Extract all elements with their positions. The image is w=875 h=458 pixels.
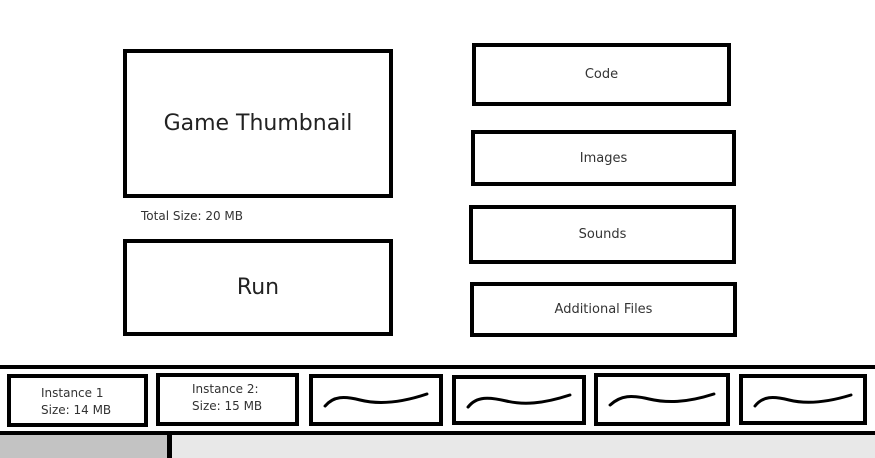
sounds-button-label: Sounds <box>578 227 627 242</box>
instance-size: Size: 14 MB <box>41 403 112 417</box>
instance-card-5[interactable] <box>594 373 730 426</box>
additional-files-button[interactable]: Additional Files <box>470 282 737 337</box>
total-size-label: Total Size: 20 MB <box>141 209 243 223</box>
run-button-label: Run <box>236 275 280 300</box>
squiggle-icon <box>323 392 429 408</box>
instance-name: Instance 2: <box>192 382 259 396</box>
instance-size: Size: 15 MB <box>192 399 263 413</box>
code-button-label: Code <box>584 67 619 82</box>
bottom-bar <box>0 435 875 458</box>
images-button[interactable]: Images <box>471 130 736 186</box>
bottom-tab-divider <box>167 435 172 458</box>
instance-card-2[interactable]: Instance 2: Size: 15 MB <box>156 373 299 426</box>
code-button[interactable]: Code <box>472 43 731 106</box>
instance-card-4[interactable] <box>452 375 586 425</box>
instance-strip-divider <box>0 365 875 369</box>
run-button[interactable]: Run <box>123 239 393 336</box>
images-button-label: Images <box>579 150 628 166</box>
bottom-bar-divider <box>0 431 875 435</box>
instance-card-3[interactable] <box>309 374 443 426</box>
game-thumbnail-label: Game Thumbnail <box>163 111 353 136</box>
additional-files-button-label: Additional Files <box>554 302 653 317</box>
instance-card-1[interactable]: Instance 1 Size: 14 MB <box>7 374 148 427</box>
squiggle-icon <box>466 393 572 409</box>
instance-card-2-text: Instance 2: Size: 15 MB <box>192 381 262 415</box>
instance-card-1-text: Instance 1 Size: 14 MB <box>41 385 111 419</box>
bottom-tab[interactable] <box>0 435 167 458</box>
instance-card-6[interactable] <box>739 374 867 425</box>
squiggle-icon <box>753 393 853 408</box>
squiggle-icon <box>608 392 716 407</box>
instance-name: Instance 1 <box>41 386 104 400</box>
game-thumbnail: Game Thumbnail <box>123 49 393 198</box>
sounds-button[interactable]: Sounds <box>469 205 736 264</box>
